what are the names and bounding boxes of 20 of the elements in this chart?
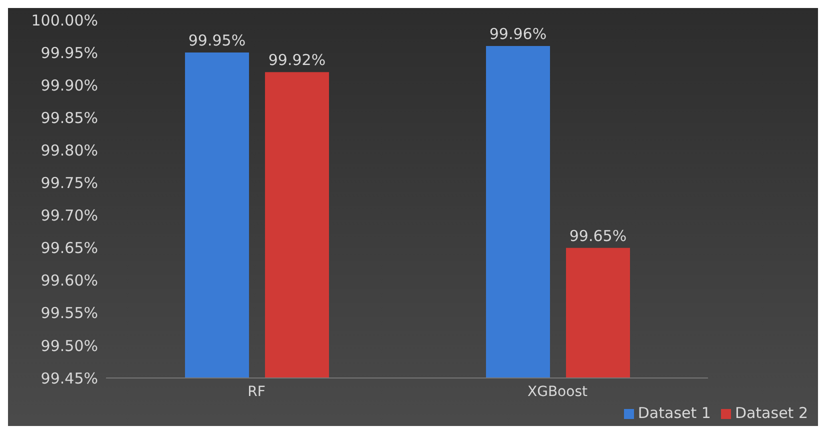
data-label: 99.95% [188,32,246,50]
legend-label: Dataset 2 [734,404,808,422]
y-tick-label: 99.95% [40,44,98,62]
data-label: 99.92% [268,51,326,70]
y-tick-label: 99.45% [40,369,98,388]
data-label: 99.96% [489,25,547,44]
y-tick-label: 99.65% [40,239,98,258]
y-tick-label: 99.55% [40,304,98,322]
y-tick-label: 99.50% [40,336,98,355]
y-tick-label: 99.60% [40,272,98,290]
y-tick-label: 99.80% [40,142,98,160]
x-tick-label: RF [248,384,266,400]
y-tick-label: 99.90% [40,76,98,94]
x-tick-label: XGBoost [528,384,588,400]
data-label: 99.65% [569,226,627,245]
legend-label: Dataset 1 [638,404,711,422]
y-tick-label: 100.00% [31,11,98,30]
y-tick-label: 99.75% [40,174,98,192]
y-tick-label: 99.85% [40,108,98,127]
y-tick-label: 99.70% [40,206,98,225]
